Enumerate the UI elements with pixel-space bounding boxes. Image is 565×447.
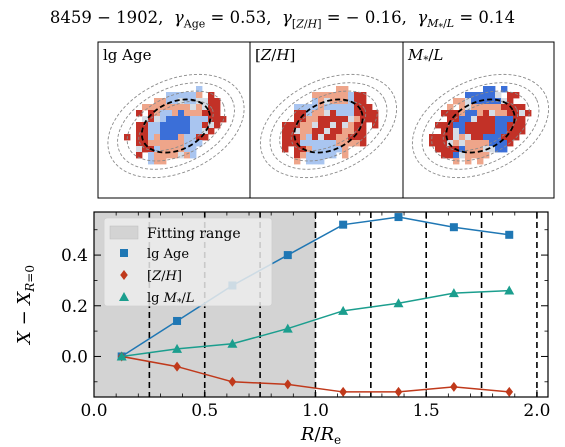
- figure-title-text: 8459 − 1902, γAge = 0.53, γ[Z/H] = − 0.1…: [49, 8, 516, 34]
- y-axis-label: X − XR=0: [14, 265, 37, 346]
- legend-swatch-fitting: [109, 225, 139, 240]
- effective-radius-ellipse: [293, 98, 364, 154]
- series-line: [121, 216, 510, 358]
- data-point: [283, 251, 292, 260]
- x-tick-label: 2.0: [523, 401, 550, 421]
- data-point: [449, 223, 458, 232]
- map-panel-label: [Z/H]: [255, 46, 295, 64]
- data-point: [505, 230, 514, 239]
- data-point: [227, 338, 238, 348]
- data-point: [282, 323, 293, 333]
- data-point: [505, 386, 514, 397]
- figure-title: 8459 − 1902, γAge = 0.53, γ[Z/H] = − 0.1…: [0, 8, 565, 33]
- series-ml: [116, 285, 515, 361]
- x-tick-label: 0.5: [191, 401, 218, 421]
- legend-marker: [119, 292, 129, 301]
- x-tick-label: 1.5: [413, 401, 440, 421]
- x-tick-label: 0.0: [80, 401, 107, 421]
- effective-radius-ellipse: [445, 98, 516, 154]
- map-panel-1: lg Age: [97, 41, 251, 199]
- data-point: [228, 376, 237, 387]
- data-point: [448, 288, 459, 298]
- legend-label-zh: [Z/H]: [147, 269, 182, 284]
- y-tick-label: 0.4: [61, 246, 88, 266]
- data-point: [283, 379, 292, 390]
- legend-label-fitting: Fitting range: [147, 226, 241, 242]
- y-tick-label: 0.0: [61, 347, 88, 367]
- x-tick-label: 1.0: [302, 401, 329, 421]
- data-point: [450, 381, 458, 392]
- series-line: [121, 289, 510, 358]
- legend-label-age: lg Age: [147, 247, 189, 262]
- data-point: [393, 298, 404, 308]
- data-point: [116, 351, 127, 361]
- data-point: [172, 343, 183, 353]
- legend: Fitting range lg Age [Z/H] lg M*/L: [103, 217, 273, 308]
- data-point: [394, 213, 403, 222]
- data-point: [394, 386, 403, 397]
- data-point: [173, 361, 181, 372]
- data-point: [338, 305, 349, 315]
- legend-marker: [120, 249, 128, 257]
- map-panel-3: M*/L: [402, 41, 555, 199]
- data-point: [504, 285, 515, 295]
- map-panel-label: M*/L: [407, 46, 443, 66]
- y-tick-label: 0.2: [61, 297, 88, 317]
- legend-marker: [120, 270, 128, 280]
- map-panel-label: lg Age: [103, 46, 152, 64]
- effective-radius-ellipse: [140, 98, 212, 154]
- data-point: [173, 316, 182, 325]
- plot-frame: [93, 211, 549, 398]
- series-line: [121, 355, 510, 393]
- data-point: [339, 220, 348, 229]
- data-point: [339, 386, 347, 397]
- x-axis-label: R/Re: [300, 424, 341, 447]
- legend-label-ml: lg M*/L: [147, 291, 194, 308]
